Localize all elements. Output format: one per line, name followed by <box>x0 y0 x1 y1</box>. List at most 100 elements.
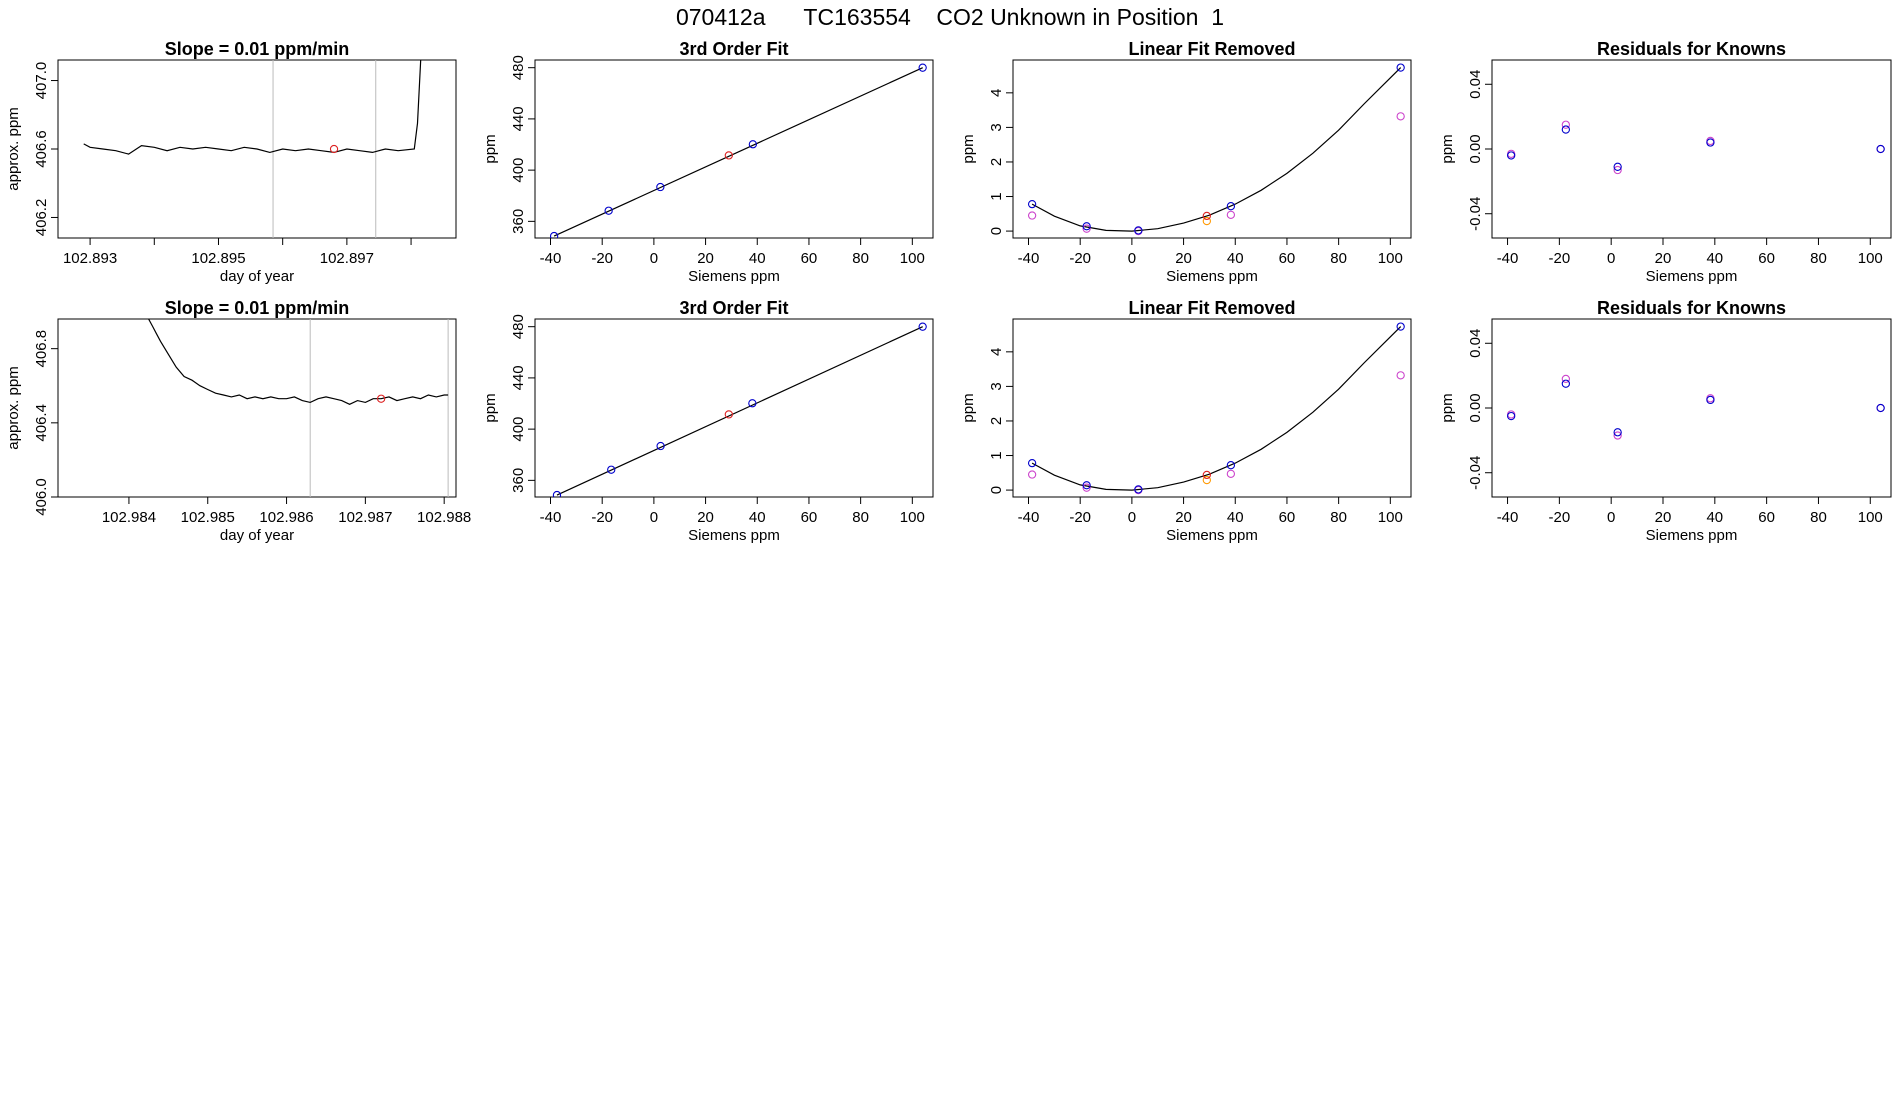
plot-area <box>1027 63 1405 236</box>
standard-point <box>656 182 665 192</box>
x-tick-label: 102.897 <box>320 250 374 267</box>
x-tick-label: -40 <box>540 250 562 267</box>
alt-point <box>1613 431 1622 440</box>
plot-area <box>552 322 927 497</box>
plot-area <box>83 60 422 238</box>
y-tick-label: 0 <box>988 486 1005 494</box>
standard-point <box>604 206 613 215</box>
y-tick-label: 400 <box>510 417 527 442</box>
y-tick-label: 406.2 <box>33 199 50 237</box>
unknown-alt-point <box>1202 475 1211 485</box>
chart-title: Slope = 0.01 ppm/min <box>165 298 350 318</box>
x-tick-label: 102.986 <box>259 509 313 526</box>
alt-point <box>1027 470 1037 479</box>
x-tick-label: -40 <box>1497 250 1519 267</box>
plot-area <box>1027 322 1405 495</box>
x-tick-label: -20 <box>1549 250 1571 267</box>
plot-frame <box>1491 59 1892 239</box>
x-tick-label: 102.893 <box>63 250 117 267</box>
y-tick-label: 0.04 <box>1467 70 1484 99</box>
standard-point <box>748 140 758 149</box>
x-tick-label: 102.895 <box>191 250 245 267</box>
plot-frame <box>534 59 934 239</box>
x-tick-label: 80 <box>1330 250 1347 267</box>
standard-point <box>607 465 616 474</box>
plot-area <box>1507 374 1885 440</box>
y-tick-label: 480 <box>510 314 527 339</box>
y-tick-label: 407.0 <box>33 62 50 100</box>
y-tick-label: 2 <box>988 417 1005 425</box>
x-tick-label: 0 <box>1607 509 1615 526</box>
x-axis-label: Siemens ppm <box>1166 527 1258 544</box>
unknown-point <box>376 394 386 403</box>
unknown-point <box>329 144 339 154</box>
y-tick-label: 0.04 <box>1467 329 1484 358</box>
standard-point <box>748 399 757 408</box>
page-title: 070412a TC163554 CO2 Unknown in Position… <box>675 4 1225 30</box>
alt-point <box>1613 165 1622 175</box>
standard-point <box>1027 458 1037 468</box>
chart-row1-fit: 3rd Order Fit -40 -20 0 20 40 60 80 100 360 400 440… <box>482 39 934 285</box>
y-tick-label: 1 <box>988 451 1005 459</box>
standard-point <box>1561 125 1570 134</box>
chart-title: Residuals for Knowns <box>1597 39 1786 59</box>
x-tick-label: 20 <box>1655 250 1672 267</box>
x-tick-label: -20 <box>1069 250 1091 267</box>
unknown-alt-point <box>1202 216 1211 226</box>
x-tick-label: 100 <box>900 509 925 526</box>
x-tick-label: 102.988 <box>417 509 471 526</box>
x-tick-label: 0 <box>650 509 658 526</box>
fit-curve <box>1031 326 1402 491</box>
standard-point <box>1561 379 1570 388</box>
x-tick-label: 20 <box>1175 250 1192 267</box>
standard-point <box>1082 222 1091 231</box>
x-tick-label: 102.984 <box>102 509 156 526</box>
y-tick-label: 406.6 <box>33 130 50 168</box>
y-tick-label: 440 <box>510 106 527 131</box>
y-tick-label: 406.4 <box>33 404 50 442</box>
x-tick-label: 60 <box>801 509 818 526</box>
x-tick-label: -40 <box>1018 509 1040 526</box>
x-tick-label: 80 <box>1810 250 1827 267</box>
x-tick-label: 40 <box>1227 250 1244 267</box>
x-tick-label: -40 <box>540 509 562 526</box>
chart-row2-linear-removed: Linear Fit Removed -40 -20 0 20 40 60 80 100 0 1 2 3… <box>960 298 1412 544</box>
standard-point <box>918 322 927 331</box>
x-tick-label: 20 <box>1175 509 1192 526</box>
x-tick-label: 60 <box>1758 250 1775 267</box>
unknown-point <box>724 410 733 419</box>
standard-point <box>1706 395 1715 405</box>
x-tick-label: 40 <box>749 250 766 267</box>
y-tick-label: 3 <box>988 382 1005 390</box>
x-tick-label: -20 <box>1549 509 1571 526</box>
series-line <box>83 60 422 155</box>
standard-point <box>656 441 665 451</box>
plot-area <box>1507 120 1885 175</box>
standard-point <box>918 63 927 72</box>
plot-area <box>148 319 449 497</box>
x-tick-label: 60 <box>1279 250 1296 267</box>
y-tick-label: 4 <box>988 89 1005 97</box>
x-tick-label: -20 <box>591 250 613 267</box>
x-tick-label: -20 <box>1069 509 1091 526</box>
alt-point <box>1082 483 1091 492</box>
chart-row2-timeseries: Slope = 0.01 ppm/min 102.984 102.985 102.98… <box>5 298 471 544</box>
x-tick-label: 0 <box>1607 250 1615 267</box>
x-axis-label: Siemens ppm <box>688 268 780 285</box>
series-line <box>148 319 449 405</box>
x-tick-label: 40 <box>1227 509 1244 526</box>
standard-point <box>1706 138 1715 147</box>
x-tick-label: 100 <box>1378 250 1403 267</box>
y-tick-label: 360 <box>510 209 527 234</box>
plot-frame <box>1012 318 1412 498</box>
x-tick-label: 0 <box>1128 509 1136 526</box>
plot-frame <box>1491 318 1892 498</box>
x-tick-label: -40 <box>1497 509 1519 526</box>
x-tick-label: 80 <box>852 250 869 267</box>
x-axis-label: Siemens ppm <box>1646 527 1738 544</box>
y-tick-label: 480 <box>510 55 527 80</box>
alt-point <box>1082 224 1091 233</box>
y-axis-label: approx. ppm <box>5 366 22 449</box>
x-tick-label: 100 <box>1858 250 1883 267</box>
